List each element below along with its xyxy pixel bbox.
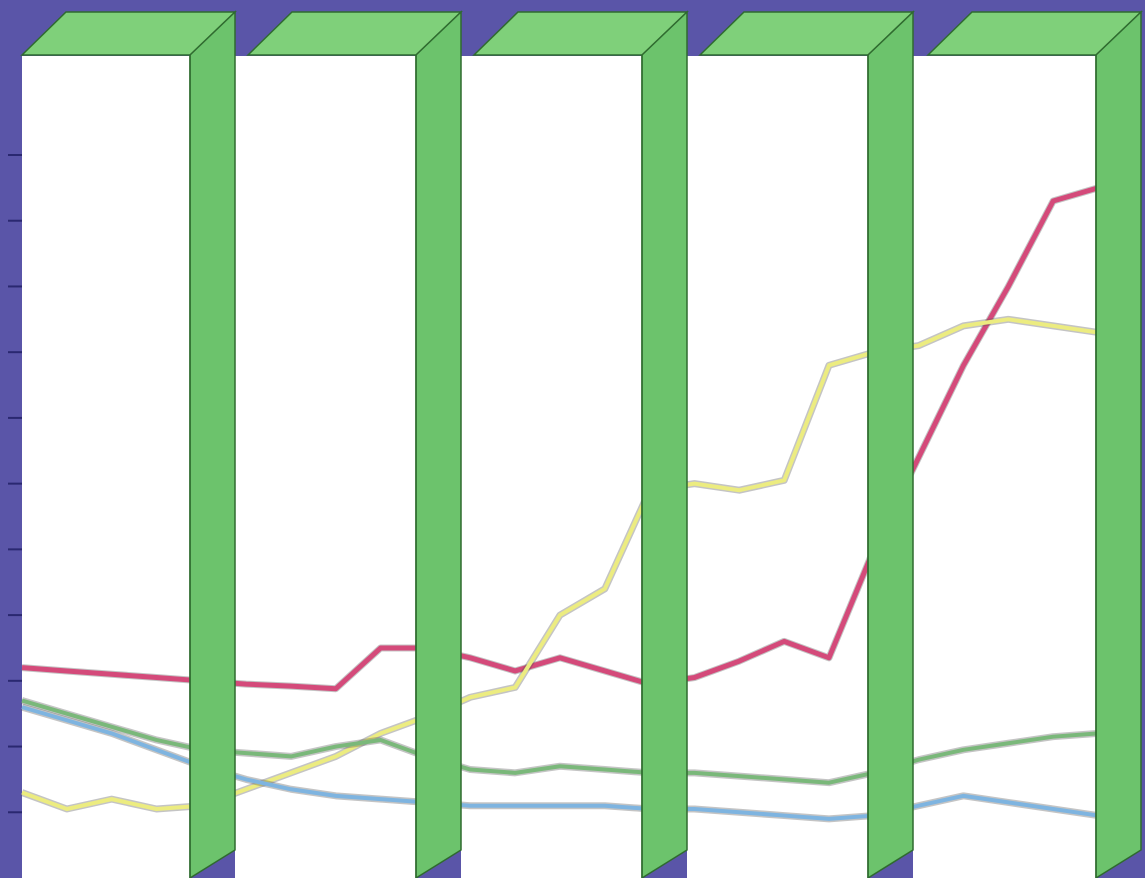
plot-panel bbox=[913, 56, 1096, 878]
column-front-face bbox=[189, 10, 236, 878]
column-front-face bbox=[415, 10, 462, 878]
plot-panel bbox=[461, 56, 642, 878]
green-3d-columns bbox=[20, 10, 1143, 878]
column-front-face bbox=[1095, 10, 1142, 878]
green-column bbox=[926, 10, 1143, 878]
column-front-face bbox=[867, 10, 914, 878]
green-column bbox=[246, 10, 463, 878]
plot-panel bbox=[687, 56, 868, 878]
column-front-face bbox=[641, 10, 688, 878]
plot-panels bbox=[22, 56, 1096, 878]
y-axis-ticks bbox=[8, 154, 22, 814]
green-column bbox=[698, 10, 915, 878]
green-column bbox=[20, 10, 237, 878]
green-column bbox=[472, 10, 689, 878]
